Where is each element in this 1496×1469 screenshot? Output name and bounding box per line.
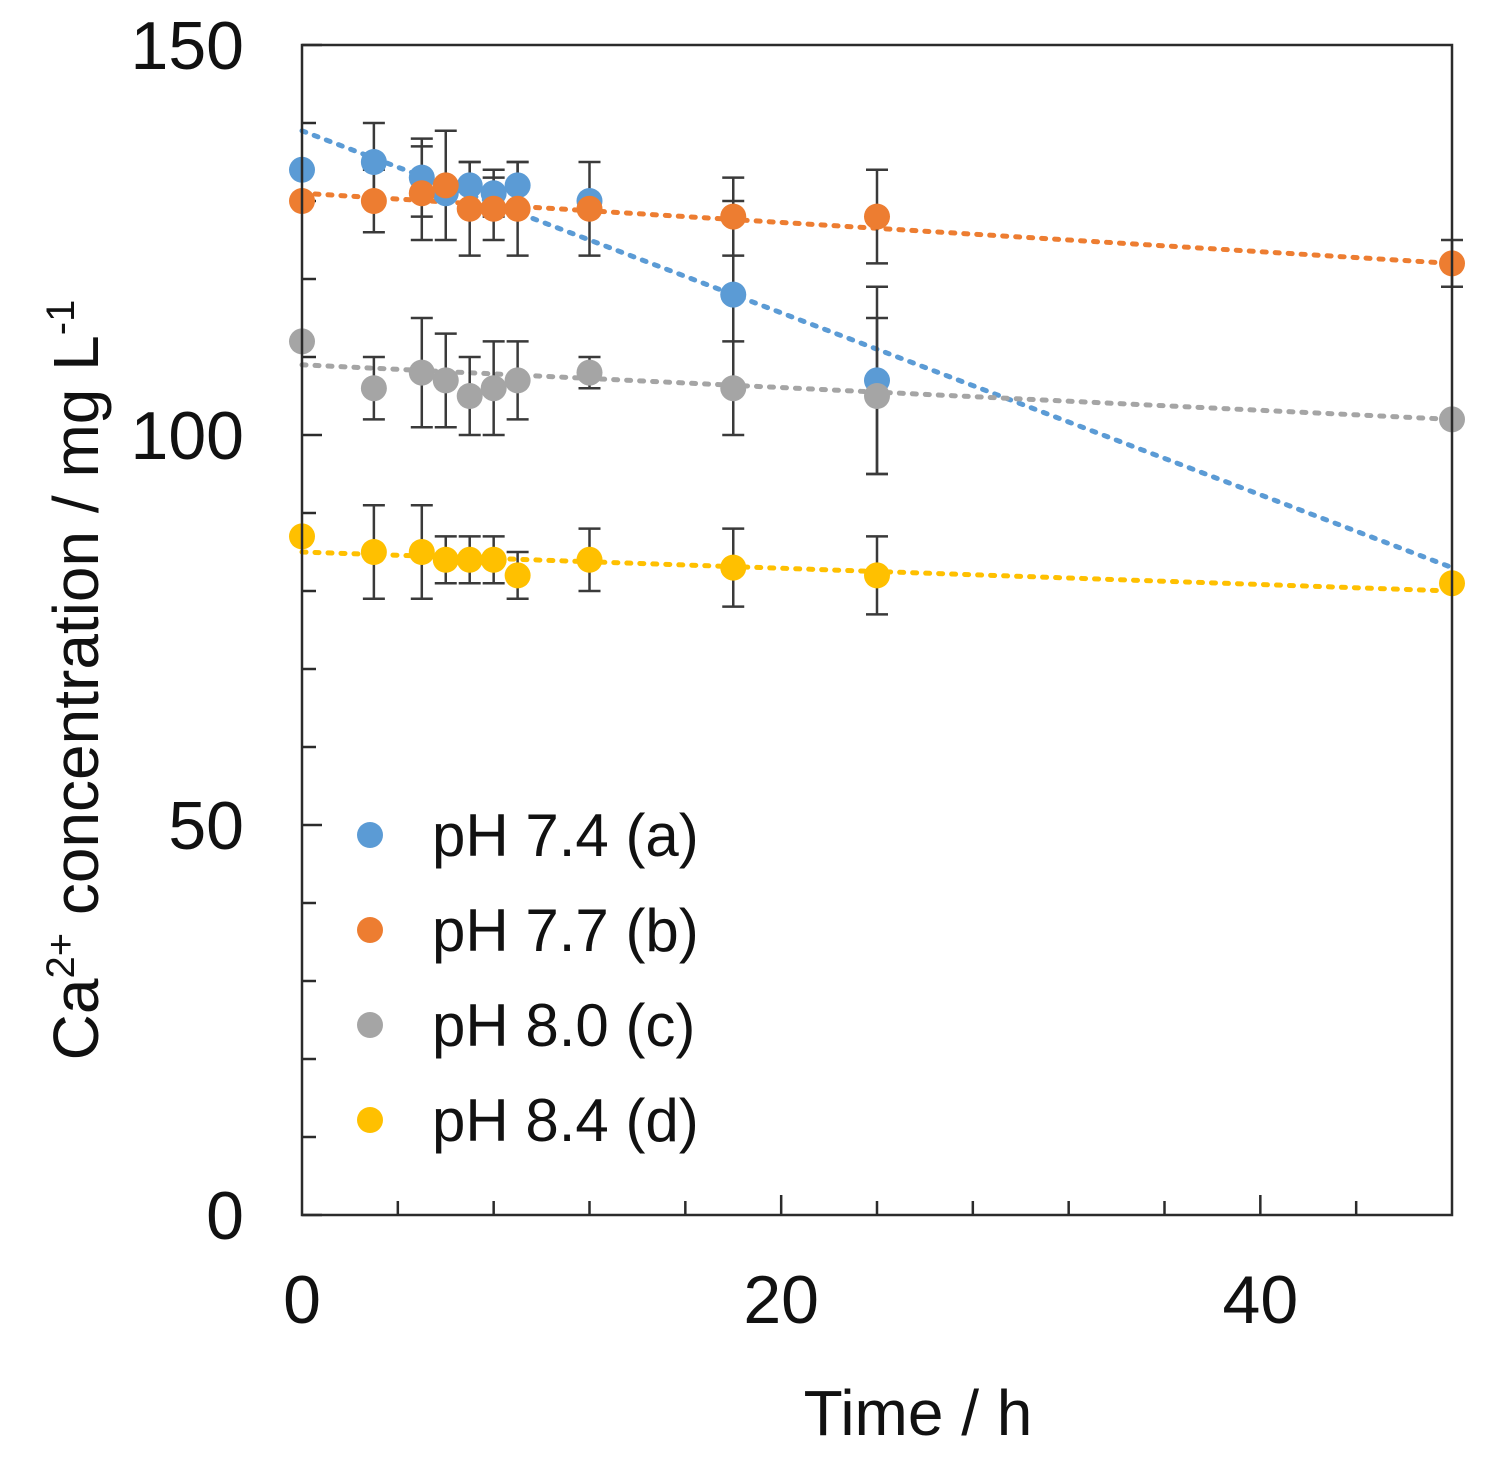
data-point — [360, 539, 387, 565]
data-point — [456, 172, 483, 199]
legend-label: pH 7.7 (b) — [432, 897, 699, 964]
data-point — [576, 546, 603, 573]
data-point — [408, 180, 435, 207]
data-point — [360, 375, 387, 402]
y-axis-title-prefix: Ca — [40, 978, 112, 1060]
data-point — [456, 546, 483, 573]
legend-marker — [357, 1012, 383, 1038]
data-point — [720, 375, 747, 402]
legend-marker — [357, 1107, 383, 1133]
x-axis-title: Time / h — [804, 1377, 1033, 1449]
tick-labels: 0 50 100 150 0 20 40 — [131, 8, 1299, 1338]
data-point — [864, 562, 890, 589]
y-tick-label: 150 — [131, 8, 244, 84]
x-tick-label: 0 — [283, 1262, 321, 1338]
data-point — [720, 554, 747, 581]
data-point — [480, 546, 507, 573]
data-point — [432, 367, 459, 394]
data-point — [456, 195, 483, 222]
data-point — [504, 195, 531, 222]
data-point — [576, 359, 603, 386]
legend-label: pH 8.0 (c) — [432, 992, 695, 1059]
data-point — [864, 383, 890, 409]
x-tick-label: 20 — [743, 1262, 819, 1338]
legend: pH 7.4 (a) pH 7.7 (b) pH 8.0 (c) pH 8.4 (d) — [357, 802, 699, 1154]
data-point — [408, 359, 435, 386]
legend-label: pH 7.4 (a) — [432, 802, 699, 869]
error-bars — [362, 121, 1463, 616]
data-point — [432, 172, 459, 199]
data-point — [864, 203, 890, 230]
data-point — [480, 195, 507, 222]
data-point — [360, 188, 387, 214]
data-point — [504, 562, 531, 589]
y-axis-title-superscript: 2+ — [39, 933, 83, 979]
legend-marker — [357, 822, 383, 848]
data-point — [360, 149, 387, 175]
data-point — [720, 281, 747, 308]
data-point — [480, 375, 507, 402]
y-axis-title-middle: concentration / mg L — [40, 335, 112, 933]
y-tick-label: 0 — [206, 1178, 244, 1254]
y-tick-label: 50 — [168, 788, 244, 864]
legend-marker — [357, 917, 383, 943]
y-axis-title-unit-superscript: -1 — [39, 300, 83, 336]
data-point — [576, 195, 603, 222]
plot-area-frame — [300, 43, 1454, 1217]
data-points — [289, 149, 1465, 597]
legend-label: pH 8.4 (d) — [432, 1087, 699, 1154]
data-point — [456, 383, 483, 409]
y-tick-label: 100 — [131, 398, 244, 474]
data-point — [504, 367, 531, 394]
x-tick-label: 40 — [1223, 1262, 1299, 1338]
data-point — [408, 539, 435, 565]
data-point — [720, 203, 747, 230]
y-axis-title: Ca2+ concentration / mg L-1 — [39, 300, 112, 1061]
data-point — [504, 172, 531, 199]
data-point — [432, 546, 459, 573]
